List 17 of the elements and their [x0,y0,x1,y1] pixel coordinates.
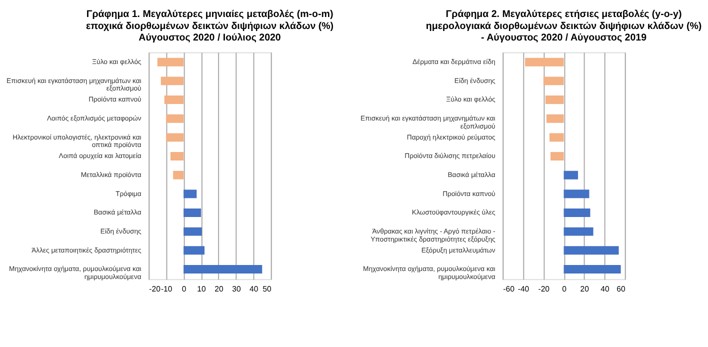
x-tick-label: -40 [518,284,530,294]
x-tick-label: 20 [580,284,590,294]
x-tick-label: -60 [503,284,516,294]
chart-title: Γράφημα 2. Μεγαλύτερες ετήσιες μεταβολές (y-o-y) ημερολογιακά διορθωμένων δεικτών διψήφιων κλάδων (%) - Αύγουστος 2020 / Αύγουστος 2019 [426,9,702,44]
x-tick-label: 60 [616,284,626,294]
x-tick-label: 40 [250,284,259,294]
x-tick-label: 30 [232,284,242,294]
x-tick-label: 0 [562,284,568,294]
x-tick-label: 20 [214,284,224,294]
x-tick-label: -10 [160,284,173,294]
x-tick-label: 40 [600,284,610,294]
x-tick-label: 0 [182,284,187,294]
x-tick-label: -20 [538,284,550,294]
chart-title: Γράφημα 1. Μεγαλύτερες μηνιαίες μεταβολές (m-o-m) εποχικά διορθωμένων δεικτών διψήφιων κλάδων (%) Αύγουστος 2020 / Ιούλιος 2020 [86,9,334,44]
x-tick-label: 50 [262,284,272,294]
x-tick-label: 10 [197,284,207,294]
x-tick-label: -20 [149,284,162,294]
